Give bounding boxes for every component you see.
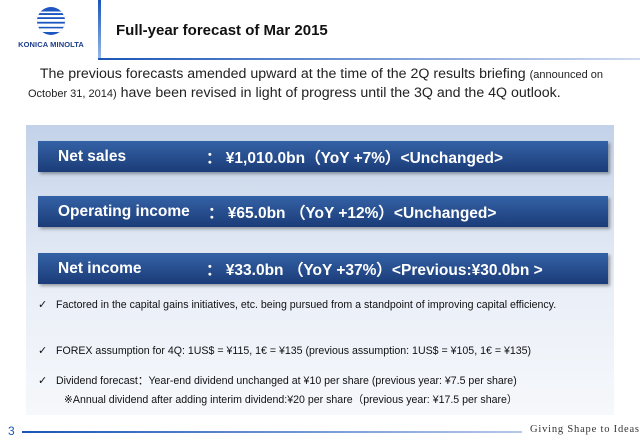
intro-text-b: have been revised in light of progress u… <box>120 84 561 101</box>
company-logo: KONICA MINOLTA <box>10 6 90 56</box>
note-capital-text: Factored in the capital gains initiative… <box>56 299 557 311</box>
note-forex-text: FOREX assumption for 4Q: 1US$ = ¥115, 1€… <box>56 345 532 357</box>
note-capital-gains: ✓ Factored in the capital gains initiativ… <box>38 298 556 311</box>
operating-income-bar: Operating income ： ¥65.0bn （YoY +12%）<Un… <box>38 196 608 227</box>
operating-income-label: Operating income <box>58 202 190 220</box>
net-sales-value: ： ¥1,010.0bn（YoY +7%）<Unchanged> <box>206 149 504 167</box>
net-sales-bar: Net sales ： ¥1,010.0bn（YoY +7%）<Unchange… <box>38 141 608 172</box>
note-dividend: ✓ Dividend forecast：Year-end dividend unc… <box>38 373 517 388</box>
net-sales-label: Net sales <box>58 147 127 165</box>
slide-header: KONICA MINOLTA Full-year forecast of Mar… <box>0 0 640 60</box>
intro-text-lead <box>28 66 40 82</box>
net-income-bar: Net income ： ¥33.0bn （YoY +37%）<Previous… <box>38 253 608 284</box>
operating-income-value: ： ¥65.0bn （YoY +12%）<Unchanged> <box>208 204 497 222</box>
page-number: 3 <box>8 424 15 438</box>
intro-text-a: The previous forecasts amended upward at… <box>39 66 526 82</box>
intro-paragraph: The previous forecasts amended upward at… <box>28 66 628 103</box>
konica-minolta-globe-icon <box>37 7 65 35</box>
logo-wordmark: KONICA MINOLTA <box>18 40 84 49</box>
header-separator <box>98 0 101 60</box>
note-forex: ✓ FOREX assumption for 4Q: 1US$ = ¥115, 1… <box>38 344 531 357</box>
net-income-label: Net income <box>58 259 142 277</box>
header-divider <box>98 58 640 60</box>
checkmark-icon: ✓ <box>38 375 48 387</box>
net-income-value: ： ¥33.0bn （YoY +37%）<Previous:¥30.0bn > <box>206 261 543 279</box>
note-annual-dividend: ※Annual dividend after adding interim di… <box>64 394 518 406</box>
intro-announcement-date: (announced on October 31, 2014) <box>28 69 603 100</box>
footer-tagline: Giving Shape to Ideas <box>530 424 640 435</box>
footer-divider <box>22 431 522 433</box>
page-title: Full-year forecast of Mar 2015 <box>116 22 328 39</box>
note-dividend-text: Dividend forecast：Year-end dividend unch… <box>56 375 517 387</box>
checkmark-icon: ✓ <box>38 299 48 311</box>
checkmark-icon: ✓ <box>38 345 48 357</box>
